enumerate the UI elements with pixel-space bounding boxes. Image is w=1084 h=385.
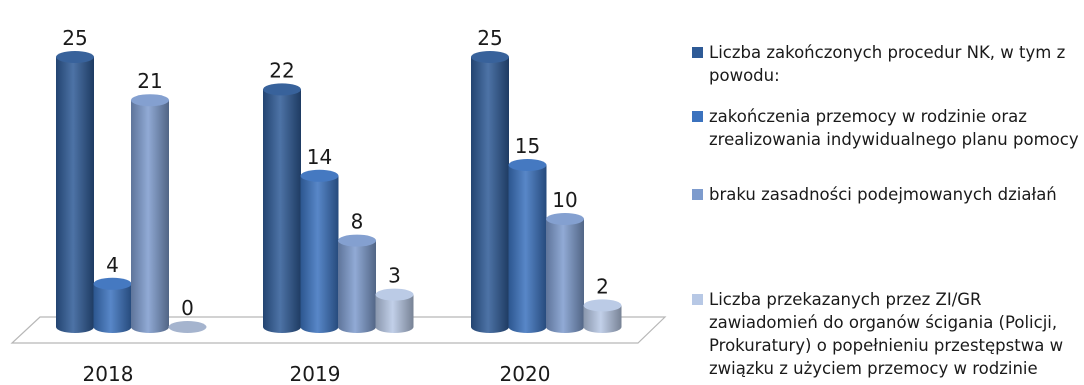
- bar-2018-series-3: [131, 94, 169, 333]
- data-label-2018-series-2: 4: [106, 253, 119, 277]
- category-label-2020: 2020: [500, 362, 551, 385]
- data-label-2020-series-4: 2: [596, 274, 609, 298]
- bar-2019-series-4: [375, 288, 414, 333]
- data-label-2019-series-4: 3: [388, 264, 401, 288]
- x-axis: 2018 2019 2020: [83, 362, 551, 385]
- bar-2020-series-4: [583, 299, 622, 333]
- bar-chart: 25 4 21 0 22 14 8 3 25 15 10 2 2018 2019 2020: [10, 26, 667, 385]
- data-label-2020-series-2: 15: [515, 134, 540, 158]
- data-labels: 25 4 21 0 22 14 8 3 25 15 10 2: [62, 26, 609, 320]
- bar-2020-series-3: [546, 213, 584, 333]
- data-label-2018-series-1: 25: [62, 26, 87, 50]
- legend-item-3: braku zasadności podejmowanych działań: [692, 183, 1082, 206]
- bar-2019-series-3: [338, 234, 376, 333]
- category-label-2019: 2019: [290, 362, 341, 385]
- legend-item-1: Liczba zakończonych procedur NK, w tym z…: [692, 41, 1082, 87]
- bar-2020-series-2: [508, 159, 547, 333]
- bar-2018-series-4: [168, 321, 207, 333]
- legend-swatch: [692, 294, 703, 305]
- legend-label: zakończenia przemocy w rodzinie oraz zre…: [709, 107, 1079, 149]
- data-label-2019-series-1: 22: [269, 58, 294, 82]
- legend-item-2: zakończenia przemocy w rodzinie oraz zre…: [692, 105, 1082, 151]
- legend-swatch: [692, 47, 703, 58]
- legend-swatch: [692, 189, 703, 200]
- legend-swatch: [692, 111, 703, 122]
- data-label-2018-series-4: 0: [181, 296, 194, 320]
- bar-2018-series-2: [93, 277, 132, 333]
- category-label-2018: 2018: [83, 362, 134, 385]
- data-label-2020-series-1: 25: [477, 26, 502, 50]
- bar-2019-series-2: [300, 169, 339, 333]
- data-label-2019-series-3: 8: [351, 210, 364, 234]
- bar-2018-series-1: [56, 51, 94, 333]
- bars: [56, 51, 622, 334]
- data-label-2018-series-3: 21: [137, 69, 162, 93]
- legend-label: braku zasadności podejmowanych działań: [709, 185, 1057, 204]
- legend-label: Liczba przekazanych przez ZI/GR zawiadom…: [709, 290, 1064, 378]
- data-label-2020-series-3: 10: [552, 188, 577, 212]
- bar-2020-series-1: [471, 51, 509, 333]
- data-label-2019-series-2: 14: [307, 145, 332, 169]
- legend-label: Liczba zakończonych procedur NK, w tym z…: [709, 43, 1066, 85]
- legend-item-4: Liczba przekazanych przez ZI/GR zawiadom…: [692, 288, 1082, 380]
- bar-2019-series-1: [263, 83, 301, 334]
